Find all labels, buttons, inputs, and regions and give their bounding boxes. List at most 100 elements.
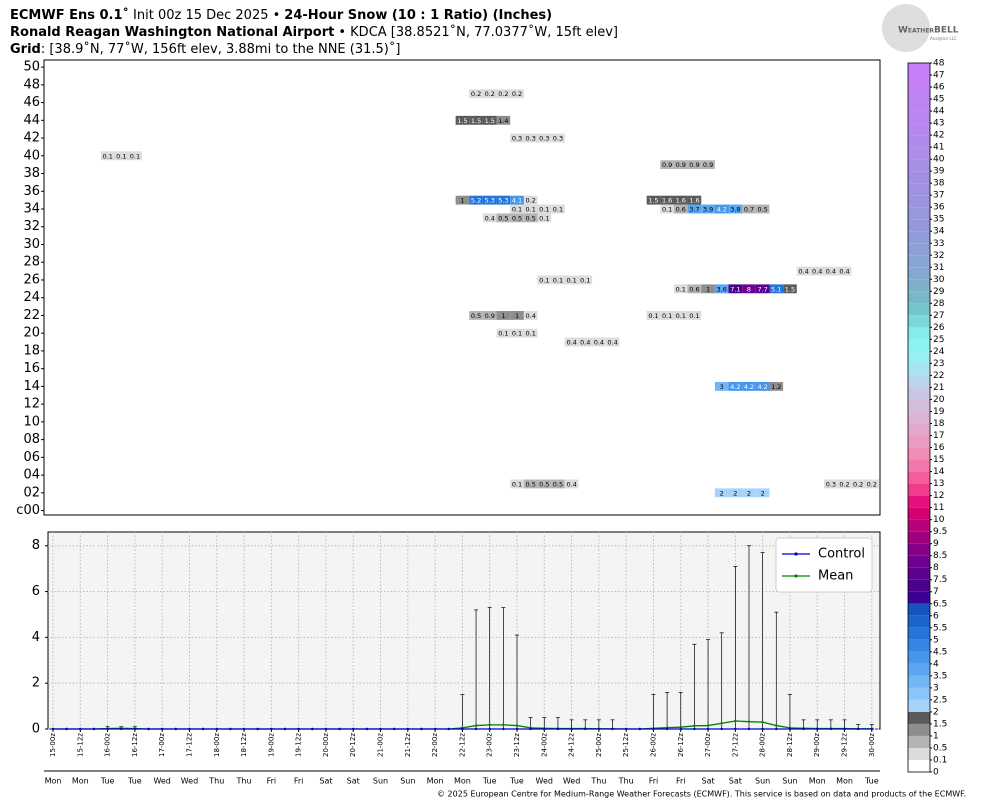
series-point [120,727,123,731]
snow-cell [742,381,756,391]
colorbar-segment [908,471,930,484]
colorbar-segment [908,579,930,592]
x-tick-label: 22-12z [458,733,466,757]
series-point [543,727,546,731]
colorbar-segment [908,747,930,760]
series-point [365,727,369,731]
cell-label: 0.2 [512,90,522,98]
series-point [720,722,723,725]
colorbar-label: 35 [933,215,944,225]
x-tick-label: 23-12z [513,733,521,757]
snow-cell [673,284,688,294]
colorbar-label: 40 [933,155,945,165]
x-tick-label: 17-00z [158,733,166,757]
x-tick-label: 30-00z [868,733,876,757]
cell-label: 2 [747,489,751,497]
colorbar-segment [908,363,930,376]
series-point [79,727,82,731]
snow-cell [523,195,538,205]
colorbar-label: 32 [933,251,944,261]
cell-label: 0.6 [676,206,686,214]
series-point [488,723,491,727]
cell-label: 0.1 [648,312,658,320]
colorbar-label: 22 [933,371,944,381]
logo-text: WeatherBELL [898,26,959,36]
weekday-label: Wed [181,777,198,786]
title-line: Ronald Reagan Washington National Airpor… [10,24,618,40]
snow-cell [469,311,483,320]
y-tick-label: 34 [23,202,40,217]
colorbar-segment [908,387,930,400]
colorbar-label: 13 [933,479,944,489]
snow-cell [482,115,497,125]
colorbar-label: 1.5 [933,719,947,729]
colorbar-segment [908,459,930,472]
y-tick-label: 04 [23,468,40,483]
x-tick-label: 21-00z [377,733,385,757]
cell-label: 0.4 [812,268,822,276]
colorbar-label: 0.5 [933,743,947,753]
y-tick-label: 10 [23,414,40,429]
snow-cell [523,213,538,223]
colorbar-segment [908,627,930,640]
colorbar-label: 6 [933,611,939,621]
x-tick-label: 18-12z [240,733,248,757]
cell-label: 0.2 [485,90,495,98]
x-tick-label: 16-00z [104,733,112,757]
weekday-label: Tue [509,777,524,786]
title-line: ECMWF Ens 0.1˚ Init 00z 15 Dec 2025 • 24-H… [10,7,552,23]
x-tick-label: 19-00z [267,733,275,757]
cell-label: 1.6 [689,197,699,205]
colorbar-segment [908,507,930,520]
y-tick-label: 24 [23,290,40,305]
cell-label: 4.2 [717,206,727,214]
weekday-label: Sun [755,777,770,786]
snow-cell [701,284,715,294]
y-tick-label: 14 [23,379,40,394]
x-tick-label: 23-00z [486,733,494,757]
cell-label: 0.3 [553,135,563,143]
weekday-label: Mon [427,777,444,786]
series-point [856,727,860,731]
weekday-label: Thu [236,777,252,786]
colorbar-segment [908,435,930,448]
series-point [133,727,137,731]
series-point [324,727,328,731]
y-tick-label: 48 [23,77,40,92]
y-tick-label: 40 [23,148,40,163]
cell-label: 0.5 [526,480,536,488]
legend-label: Mean [818,569,853,584]
series-point [488,727,491,731]
cell-label: 0.5 [512,214,522,222]
colorbar-segment [908,63,930,76]
x-tick-label: 29-00z [813,733,821,757]
snow-cell [523,133,538,143]
logo-sub: Analytics LLC [930,36,957,41]
snow-cell [755,488,770,498]
x-tick-label: 26-12z [677,733,685,757]
cell-label: 0.1 [130,152,140,160]
series-point [502,723,505,727]
cell-label: 0.1 [676,312,686,320]
colorbar-label: 44 [933,107,945,117]
colorbar-label: 31 [933,263,944,273]
colorbar-label: 4 [933,659,939,669]
snow-cell [469,89,483,99]
title-part: ECMWF Ens 0.1˚ [10,7,129,23]
weekday-label: Wed [563,777,580,786]
series-point [556,727,560,731]
snow-cell [755,381,770,391]
colorbar-segment [908,639,930,652]
cell-label: 1.2 [771,383,781,391]
snow-cell [660,195,674,205]
weekday-label: Thu [208,777,224,786]
colorbar-frame [907,62,931,773]
snow-cell [510,133,524,143]
cell-label: 2 [761,489,765,497]
y-tick-label: 4 [32,630,40,645]
cell-label: 3.6 [717,285,727,293]
title-line: Grid: [38.9˚N, 77˚W, 156ft elev, 3.88mi … [10,41,400,57]
colorbar-segment [908,519,930,532]
cell-label: 0.1 [103,152,113,160]
